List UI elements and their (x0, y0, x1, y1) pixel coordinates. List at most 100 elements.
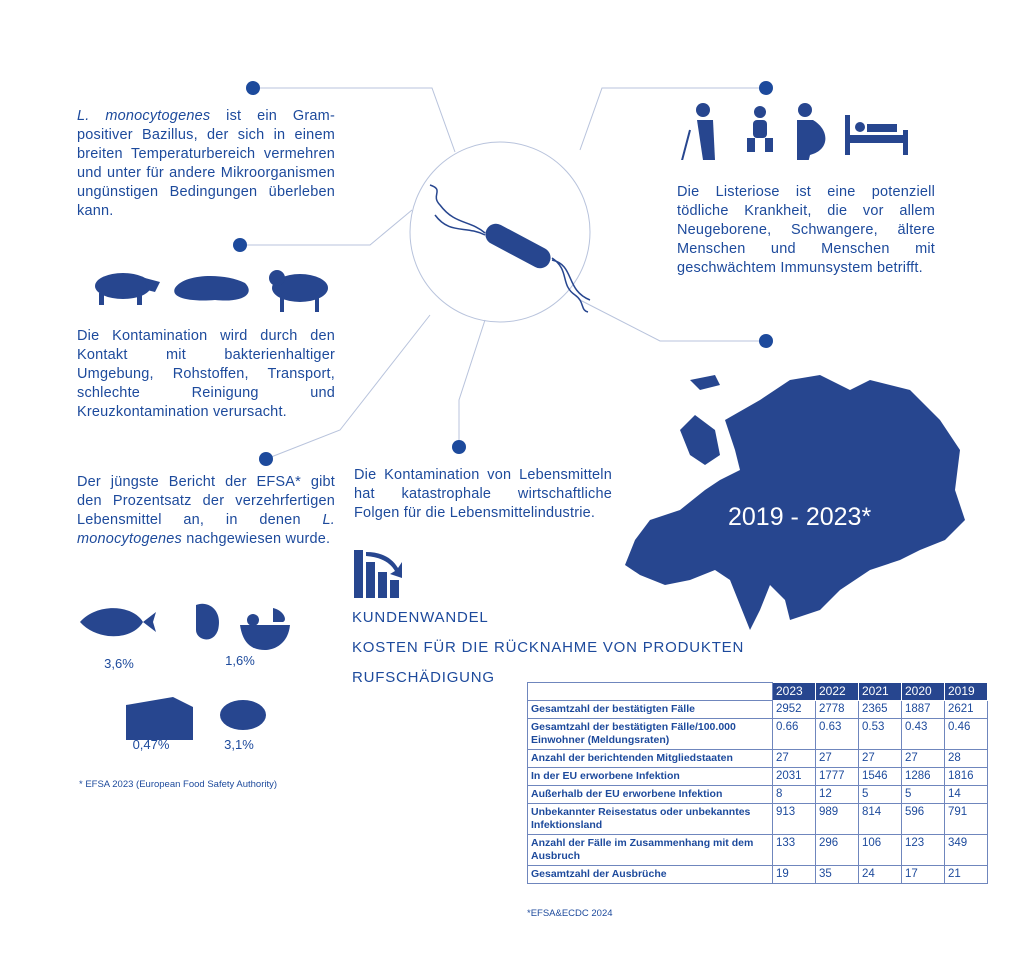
cell-value: 1816 (944, 767, 988, 786)
cell-value: 28 (944, 749, 988, 768)
cell-value: 27 (815, 749, 859, 768)
cell-value: 296 (815, 834, 859, 866)
cell-value: 8 (772, 785, 816, 804)
table-row: Gesamtzahl der Ausbrüche 19 35 24 17 21 (527, 865, 988, 884)
sheep-icon (269, 270, 328, 312)
contamination-text: Die Kontamination wird durch den Kontakt… (77, 328, 335, 420)
bacterium-icon (429, 184, 591, 313)
salad-percent: 1,6% (225, 653, 255, 668)
baby-icon (747, 106, 773, 152)
bullet-dot (233, 238, 247, 252)
year-header: 2020 (901, 682, 945, 701)
table-row: Unbekannter Reisestatus oder unbekanntes… (527, 803, 988, 835)
bullet-dot (759, 81, 773, 95)
cell-value: 2952 (772, 700, 816, 719)
bullet-dot (246, 81, 260, 95)
cheese-percent: 0,47% (132, 737, 170, 752)
year-header: 2023 (772, 682, 816, 701)
fish-percent: 3,6% (104, 656, 134, 671)
contamination-icons (95, 270, 328, 312)
bullet-dot (259, 452, 273, 466)
cell-value: 21 (944, 865, 988, 884)
cell-value: 791 (944, 803, 988, 835)
bacillus-text: L. monocytogenes ist ein Gram-positiver … (77, 107, 335, 221)
row-label: Außerhalb der EU erworbene Infektion (527, 785, 773, 804)
cell-value: 14 (944, 785, 988, 804)
cell-value: 1546 (858, 767, 902, 786)
cell-value: 2031 (772, 767, 816, 786)
species-name: L. monocytogenes (77, 108, 211, 124)
header-blank (527, 682, 773, 701)
map-period-label: 2019 - 2023* (728, 503, 871, 531)
consequence-customer-change: KUNDENWANDEL (352, 609, 489, 626)
efsa-text-pre: Der jüngste Bericht der EFSA* gibt den P… (77, 474, 335, 528)
consequence-recall-costs: KOSTEN FÜR DIE RÜCKNAHME VON PRODUKTEN (352, 639, 745, 656)
row-label: Unbekannter Reisestatus oder unbekanntes… (527, 803, 773, 835)
bullet-dot (759, 334, 773, 348)
bullet-dot (452, 440, 466, 454)
pig-icon (95, 273, 160, 305)
table-row: Gesamtzahl der bestätigten Fälle 2952 2778… (527, 700, 988, 719)
cell-value: 596 (901, 803, 945, 835)
year-header: 2021 (858, 682, 902, 701)
cell-value: 1777 (815, 767, 859, 786)
cell-value: 2778 (815, 700, 859, 719)
europe-map: 2019 - 2023* (625, 375, 965, 630)
risk-group-icons (681, 103, 908, 160)
cell-value: 913 (772, 803, 816, 835)
cell-value: 349 (944, 834, 988, 866)
declining-chart-icon (354, 550, 402, 598)
cell-value: 0.66 (772, 718, 816, 750)
cell-value: 5 (858, 785, 902, 804)
listeriosis-cases-table: 2023 2022 2021 2020 2019 Gesamtzahl der best… (527, 682, 988, 884)
table-row: Anzahl der berichtenden Mitgliedstaaten 2… (527, 749, 988, 768)
cell-value: 989 (815, 803, 859, 835)
cell-value: 0.53 (858, 718, 902, 750)
cell-value: 35 (815, 865, 859, 884)
row-label: Gesamtzahl der Ausbrüche (527, 865, 773, 884)
cell-value: 2621 (944, 700, 988, 719)
efsa-footnote: * EFSA 2023 (European Food Safety Author… (79, 779, 278, 790)
disease-text: Die Listeriose ist eine potenziell tödli… (677, 184, 935, 276)
efsa-text-post: nachgewiesen wurde. (181, 531, 331, 547)
salad-icon (196, 603, 290, 650)
efsa-text: Der jüngste Bericht der EFSA* gibt den P… (77, 473, 335, 549)
bacillus-description: ist ein Gram-positiver Bazillus, der sic… (77, 108, 335, 219)
fish-icon (80, 608, 156, 637)
cell-value: 0.46 (944, 718, 988, 750)
meat-icon (220, 700, 266, 730)
row-label: Gesamtzahl der bestätigten Fälle (527, 700, 773, 719)
row-label: Gesamtzahl der bestätigten Fälle/100.000… (527, 718, 773, 750)
table-row: In der EU erworbene Infektion 2031 1777 154… (527, 767, 988, 786)
table-header-row: 2023 2022 2021 2020 2019 (527, 682, 988, 701)
table-row: Anzahl der Fälle im Zusammenhang mit dem… (527, 834, 988, 866)
cell-value: 24 (858, 865, 902, 884)
year-header: 2022 (815, 682, 859, 701)
cell-value: 0.43 (901, 718, 945, 750)
row-label: Anzahl der Fälle im Zusammenhang mit dem… (527, 834, 773, 866)
cell-value: 1286 (901, 767, 945, 786)
food-icons (80, 603, 290, 740)
cell-value: 19 (772, 865, 816, 884)
cell-value: 2365 (858, 700, 902, 719)
cheese-icon (126, 697, 193, 740)
cell-value: 106 (858, 834, 902, 866)
puddle-icon (174, 276, 249, 301)
row-label: In der EU erworbene Infektion (527, 767, 773, 786)
consequence-reputation-damage: RUFSCHÄDIGUNG (352, 669, 495, 686)
cell-value: 0.63 (815, 718, 859, 750)
patient-bed-icon (845, 115, 908, 155)
cell-value: 133 (772, 834, 816, 866)
table-row: Gesamtzahl der bestätigten Fälle/100.000… (527, 718, 988, 750)
table-footnote: *EFSA&ECDC 2024 (527, 908, 613, 919)
row-label: Anzahl der berichtenden Mitgliedstaaten (527, 749, 773, 768)
cell-value: 814 (858, 803, 902, 835)
economic-text: Die Kontamination von Lebensmitteln hat … (354, 467, 612, 521)
meat-percent: 3,1% (224, 737, 254, 752)
cell-value: 12 (815, 785, 859, 804)
year-header: 2019 (944, 682, 988, 701)
cell-value: 27 (901, 749, 945, 768)
cell-value: 17 (901, 865, 945, 884)
